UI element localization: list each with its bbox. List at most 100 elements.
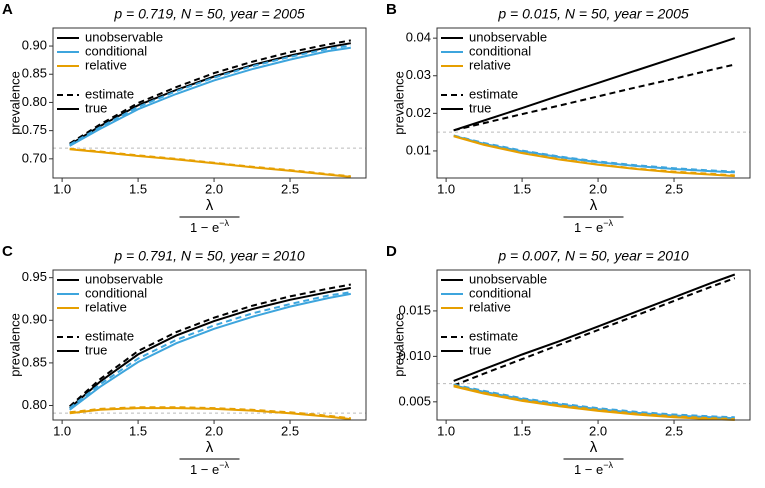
legend-label: true — [85, 100, 107, 115]
plot-frame — [52, 269, 367, 421]
series-line — [69, 44, 351, 146]
legend-label: conditional — [85, 43, 147, 58]
y-axis-label: prevalence — [7, 313, 22, 377]
y-tick-label: 0.005 — [398, 393, 431, 408]
panel-label: B — [386, 1, 397, 18]
series-line — [453, 135, 735, 178]
x-tick-label: 1.5 — [129, 423, 147, 438]
x-label-denominator: 1 − e−λ — [190, 460, 230, 477]
series-line — [453, 37, 736, 132]
denominator-base: 1 − e — [574, 462, 603, 477]
x-tick-label: 2.0 — [589, 423, 607, 438]
series-line — [69, 283, 351, 408]
chart-title: p = 0.007, N = 50, year = 2010 — [497, 248, 689, 264]
chart-title: p = 0.015, N = 50, year = 2005 — [497, 6, 689, 22]
denominator-exponent: −λ — [603, 218, 613, 228]
x-tick-label: 2.0 — [205, 423, 223, 438]
panel-label: D — [386, 243, 397, 260]
y-tick-label: 0.90 — [22, 37, 47, 52]
series-line — [453, 134, 735, 173]
series-line — [453, 134, 735, 174]
y-tick-label: 0.75 — [22, 122, 47, 137]
plot-frame — [436, 269, 751, 421]
x-tick-label: 1.0 — [53, 423, 71, 438]
x-label-numerator: λ — [206, 439, 214, 456]
panel-label: A — [2, 1, 13, 18]
series-line — [453, 277, 736, 387]
y-tick-label: 0.010 — [398, 348, 431, 363]
legend-label: conditional — [469, 43, 531, 58]
x-tick-label: 1.0 — [53, 181, 71, 196]
legend-label: true — [469, 342, 491, 357]
legend-label: estimate — [469, 328, 518, 343]
x-label-denominator: 1 − e−λ — [574, 460, 614, 477]
legend-label: estimate — [85, 328, 134, 343]
x-tick-label: 2.5 — [281, 181, 299, 196]
legend-label: true — [469, 100, 491, 115]
legend-label: relative — [469, 57, 511, 72]
y-tick-label: 0.95 — [22, 269, 47, 284]
y-tick-label: 0.85 — [22, 354, 47, 369]
x-label-numerator: λ — [206, 197, 214, 214]
series-line — [69, 39, 351, 145]
x-tick-label: 1.0 — [437, 423, 455, 438]
legend-label: conditional — [85, 285, 147, 300]
x-label-denominator: 1 − e−λ — [190, 218, 230, 235]
series-line — [69, 42, 351, 146]
legend-label: relative — [469, 299, 511, 314]
series-line — [453, 273, 736, 382]
legend-label: conditional — [469, 285, 531, 300]
series-line — [69, 407, 351, 421]
x-tick-label: 1.5 — [513, 181, 531, 196]
y-tick-label: 0.85 — [22, 66, 47, 81]
series-line — [453, 63, 736, 132]
x-tick-label: 2.5 — [281, 423, 299, 438]
series-line — [453, 385, 735, 421]
y-tick-label: 0.01 — [406, 142, 431, 157]
y-axis-label: prevalence — [391, 71, 406, 135]
series-line — [69, 286, 351, 409]
y-tick-label: 0.02 — [406, 105, 431, 120]
x-tick-label: 2.5 — [665, 423, 683, 438]
legend-label: unobservable — [85, 271, 163, 286]
legend-label: unobservable — [469, 271, 547, 286]
x-label-numerator: λ — [590, 197, 598, 214]
y-tick-label: 0.80 — [22, 397, 47, 412]
chart-title: p = 0.719, N = 50, year = 2005 — [113, 6, 305, 22]
legend-label: unobservable — [85, 29, 163, 44]
y-tick-label: 0.03 — [406, 67, 431, 82]
denominator-exponent: −λ — [219, 460, 229, 470]
series-line — [69, 292, 351, 411]
x-tick-label: 1.5 — [513, 423, 531, 438]
y-tick-label: 0.70 — [22, 150, 47, 165]
y-tick-label: 0.015 — [398, 302, 431, 317]
x-label-numerator: λ — [590, 439, 598, 456]
x-tick-label: 1.5 — [129, 181, 147, 196]
x-tick-label: 1.0 — [437, 181, 455, 196]
panel-label: C — [2, 243, 13, 260]
series-line — [69, 291, 351, 409]
series-line — [69, 148, 351, 178]
series-line — [453, 384, 735, 420]
y-axis-label: prevalence — [7, 71, 22, 135]
x-tick-label: 2.0 — [205, 181, 223, 196]
series-line — [453, 383, 735, 419]
legend-label: unobservable — [469, 29, 547, 44]
x-tick-label: 2.0 — [589, 181, 607, 196]
y-tick-label: 0.04 — [406, 30, 431, 45]
legend-label: relative — [85, 299, 127, 314]
denominator-base: 1 − e — [574, 220, 603, 235]
plot-frame — [52, 27, 367, 179]
legend-label: relative — [85, 57, 127, 72]
plot-frame — [436, 27, 751, 179]
y-tick-label: 0.90 — [22, 312, 47, 327]
x-tick-label: 2.5 — [665, 181, 683, 196]
legend-label: estimate — [469, 86, 518, 101]
x-label-denominator: 1 − e−λ — [574, 218, 614, 235]
series-line — [69, 46, 351, 147]
